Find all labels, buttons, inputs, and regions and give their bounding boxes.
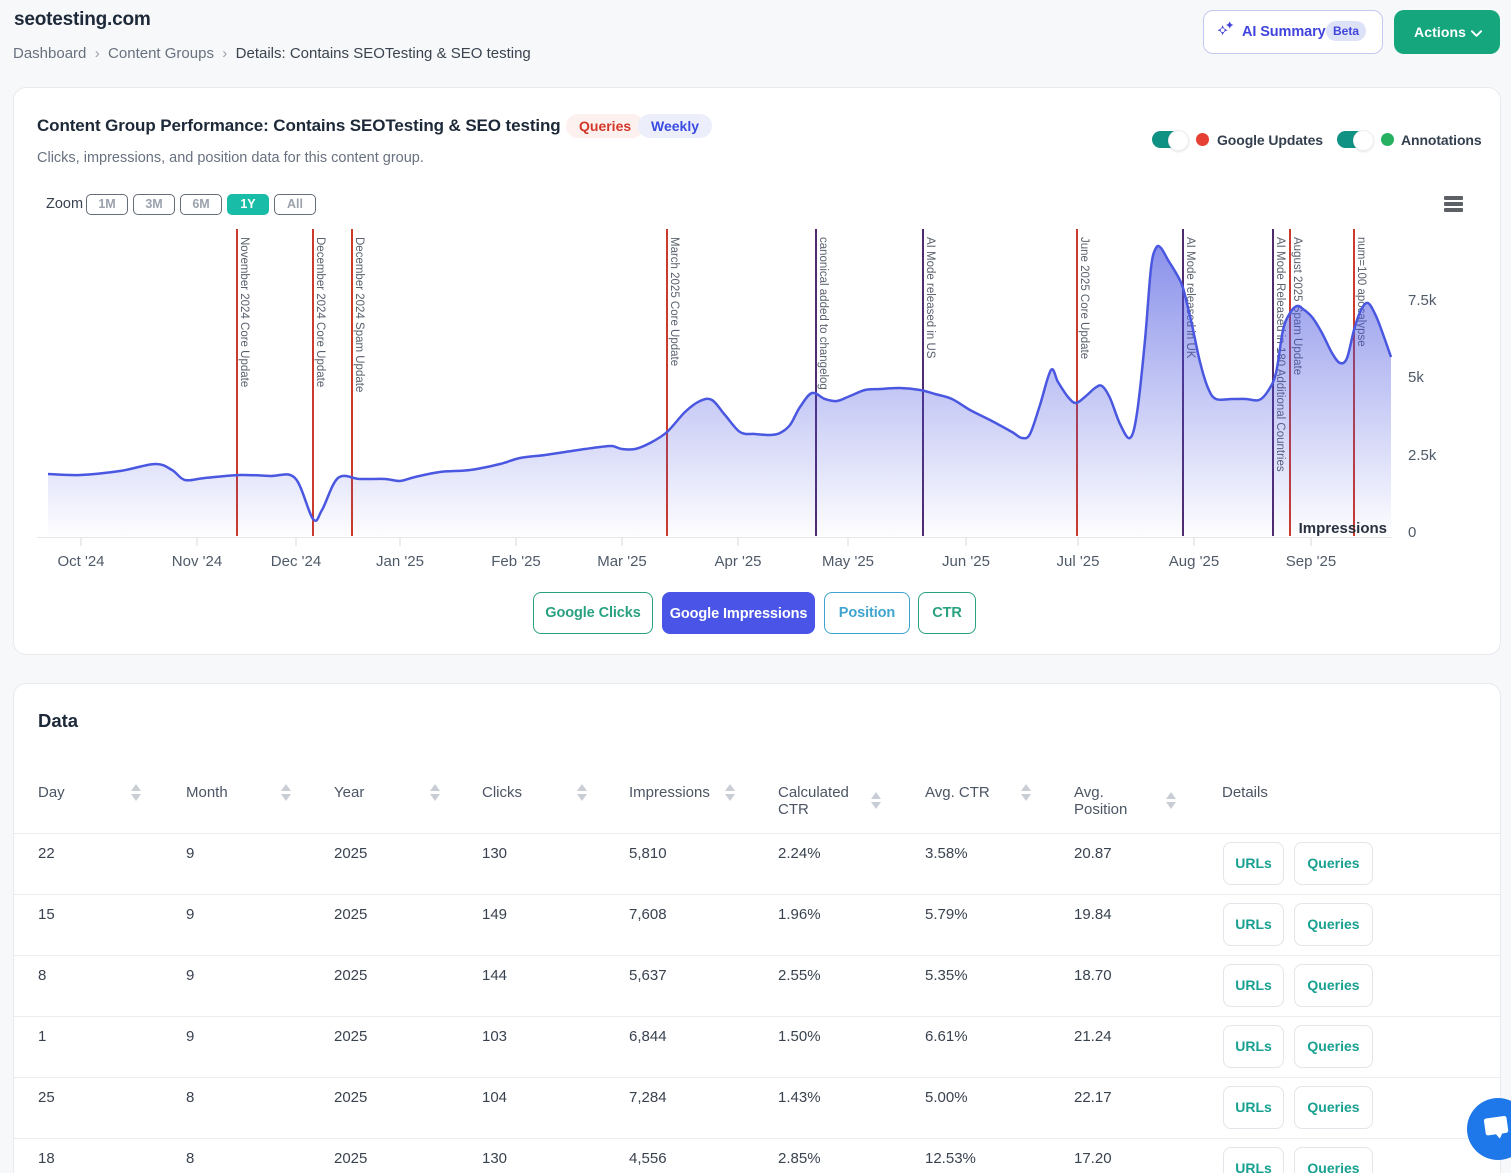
svg-text:0: 0	[1408, 524, 1416, 541]
svg-text:Oct '24: Oct '24	[57, 553, 104, 570]
svg-text:Feb '25: Feb '25	[491, 553, 541, 570]
svg-text:May '25: May '25	[822, 553, 874, 570]
svg-text:Sep '25: Sep '25	[1286, 553, 1336, 570]
svg-text:December 2024 Spam Update: December 2024 Spam Update	[353, 237, 365, 392]
svg-text:Dec '24: Dec '24	[271, 553, 321, 570]
svg-text:June 2025 Core Update: June 2025 Core Update	[1078, 237, 1090, 359]
svg-text:Impressions: Impressions	[1299, 520, 1387, 537]
svg-text:Nov '24: Nov '24	[172, 553, 222, 570]
svg-text:5k: 5k	[1408, 369, 1424, 386]
svg-text:2.5k: 2.5k	[1408, 447, 1437, 464]
svg-text:Aug '25: Aug '25	[1169, 553, 1219, 570]
svg-text:7.5k: 7.5k	[1408, 292, 1437, 309]
svg-text:AI Mode released in US: AI Mode released in US	[924, 237, 936, 359]
svg-text:December 2024 Core Update: December 2024 Core Update	[314, 237, 326, 387]
svg-text:Jan '25: Jan '25	[376, 553, 424, 570]
svg-text:Apr '25: Apr '25	[714, 553, 761, 570]
svg-text:Jul '25: Jul '25	[1057, 553, 1100, 570]
svg-text:November 2024 Core Update: November 2024 Core Update	[238, 237, 250, 387]
svg-text:canonical added to changelog: canonical added to changelog	[817, 237, 829, 390]
svg-text:Jun '25: Jun '25	[942, 553, 990, 570]
svg-text:March 2025 Core Update: March 2025 Core Update	[668, 237, 680, 366]
svg-text:Mar '25: Mar '25	[597, 553, 647, 570]
